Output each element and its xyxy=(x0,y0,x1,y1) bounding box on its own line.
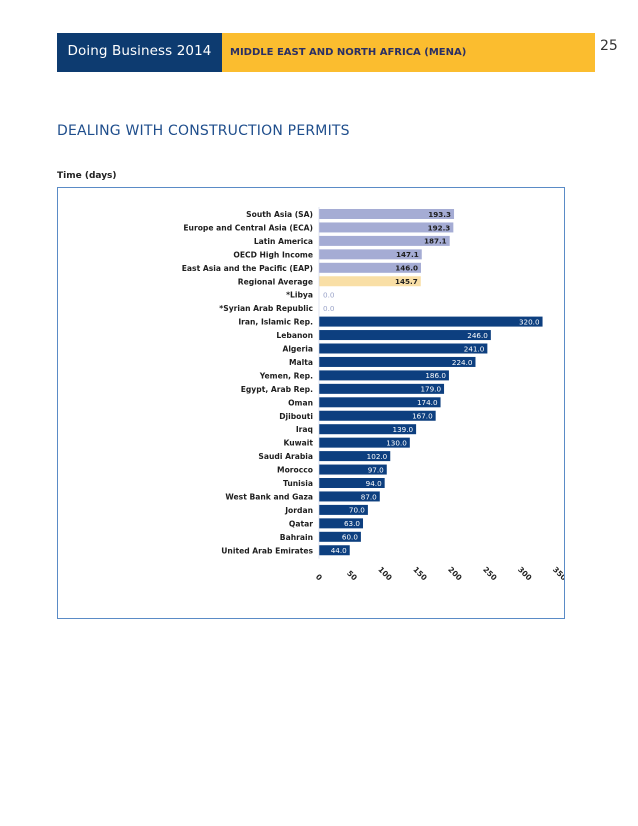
category-label: Morocco xyxy=(277,466,313,475)
value-label: 193.3 xyxy=(428,210,451,219)
value-label: 70.0 xyxy=(349,506,365,515)
bar xyxy=(319,451,391,462)
x-tick-label: 100 xyxy=(376,565,393,582)
bar xyxy=(319,370,449,381)
value-label: 147.1 xyxy=(396,250,419,259)
category-label: Malta xyxy=(289,358,313,367)
x-tick-label: 200 xyxy=(446,565,463,582)
report-title: Doing Business 2014 xyxy=(57,33,222,72)
bar xyxy=(319,410,436,421)
category-label: *Libya xyxy=(286,291,313,300)
category-label: Egypt, Arab Rep. xyxy=(241,385,313,394)
category-label: South Asia (SA) xyxy=(246,210,313,219)
bar xyxy=(319,464,387,475)
value-label: 87.0 xyxy=(361,492,377,501)
value-label: 139.0 xyxy=(393,425,414,434)
bar xyxy=(319,491,380,502)
bar xyxy=(319,383,445,394)
value-label: 0.0 xyxy=(323,291,335,300)
bar xyxy=(319,504,368,515)
region-title: MIDDLE EAST AND NORTH AFRICA (MENA) xyxy=(222,33,595,72)
bar xyxy=(319,316,543,327)
value-label: 130.0 xyxy=(386,438,407,447)
bar xyxy=(319,222,454,233)
category-label: East Asia and the Pacific (EAP) xyxy=(182,264,313,273)
value-label: 60.0 xyxy=(342,533,358,542)
x-tick-label: 350 xyxy=(551,565,564,582)
value-label: 63.0 xyxy=(344,519,360,528)
bar xyxy=(319,235,450,246)
page-header: Doing Business 2014 MIDDLE EAST AND NORT… xyxy=(57,33,595,72)
category-label: Lebanon xyxy=(276,331,313,340)
category-label: Latin America xyxy=(254,237,313,246)
bar xyxy=(319,545,350,556)
value-label: 174.0 xyxy=(417,398,438,407)
category-label: Tunisia xyxy=(283,479,313,488)
value-label: 167.0 xyxy=(412,412,433,421)
category-label: West Bank and Gaza xyxy=(225,492,313,501)
x-tick-label: 250 xyxy=(481,565,498,582)
bar xyxy=(319,397,441,408)
category-label: Iran, Islamic Rep. xyxy=(238,318,313,327)
category-label: Saudi Arabia xyxy=(258,452,313,461)
value-label: 192.3 xyxy=(428,223,451,232)
value-label: 224.0 xyxy=(452,358,473,367)
value-label: 241.0 xyxy=(464,344,485,353)
bar xyxy=(319,478,385,488)
category-label: Iraq xyxy=(296,425,313,434)
category-label: Bahrain xyxy=(280,533,313,542)
bar xyxy=(319,356,476,367)
value-label: 44.0 xyxy=(331,546,347,555)
value-label: 186.0 xyxy=(425,371,446,380)
value-label: 0.0 xyxy=(323,304,335,313)
category-label: Europe and Central Asia (ECA) xyxy=(183,223,313,232)
category-label: Qatar xyxy=(289,519,313,528)
x-tick-label: 0 xyxy=(314,572,324,582)
value-label: 320.0 xyxy=(519,317,540,326)
value-label: 187.1 xyxy=(424,237,447,246)
category-label: Jordan xyxy=(284,506,313,515)
x-tick-label: 150 xyxy=(411,565,428,582)
bar xyxy=(319,249,422,260)
category-label: Djibouti xyxy=(279,412,313,421)
category-label: Regional Average xyxy=(238,277,313,286)
category-label: Kuwait xyxy=(283,439,313,448)
section-title: DEALING WITH CONSTRUCTION PERMITS xyxy=(57,123,350,139)
value-label: 97.0 xyxy=(368,465,384,474)
bar xyxy=(319,276,421,287)
chart-frame: South Asia (SA) 193.3 Europe and Central A… xyxy=(57,187,565,619)
category-label: Yemen, Rep. xyxy=(259,371,313,380)
chart-title: Time (days) xyxy=(57,171,117,181)
category-label: Algeria xyxy=(282,345,313,354)
value-label: 145.7 xyxy=(395,277,418,286)
bar xyxy=(319,437,410,448)
bar xyxy=(319,209,455,219)
category-label: Oman xyxy=(288,398,313,407)
page-number: 25 xyxy=(600,38,618,54)
category-label: *Syrian Arab Republic xyxy=(219,304,313,313)
x-tick-label: 50 xyxy=(345,569,359,583)
bar xyxy=(319,330,491,341)
bar xyxy=(319,424,417,435)
bar xyxy=(319,518,364,529)
value-label: 102.0 xyxy=(367,452,388,461)
value-label: 179.0 xyxy=(420,385,441,394)
category-label: United Arab Emirates xyxy=(221,546,313,555)
bar xyxy=(319,531,361,542)
x-tick-label: 300 xyxy=(516,565,533,582)
bar xyxy=(319,262,421,273)
category-label: OECD High Income xyxy=(233,250,313,259)
value-label: 246.0 xyxy=(467,331,488,340)
bar-chart: South Asia (SA) 193.3 Europe and Central A… xyxy=(182,207,564,583)
bar xyxy=(319,343,488,354)
value-label: 146.0 xyxy=(395,264,418,273)
value-label: 94.0 xyxy=(366,479,382,488)
